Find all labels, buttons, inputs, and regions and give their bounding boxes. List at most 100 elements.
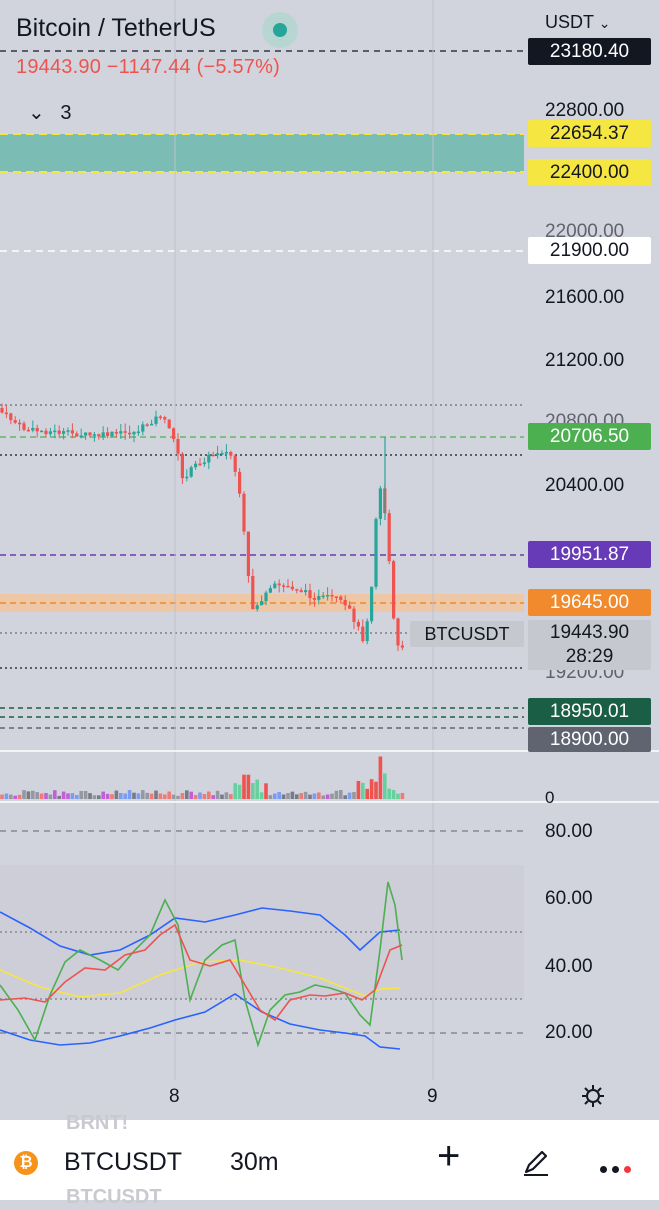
price-label-18950: 18950.01 xyxy=(528,698,651,725)
plus-icon[interactable]: + xyxy=(437,1134,461,1178)
candle-body xyxy=(273,583,277,589)
volume-bar xyxy=(176,795,180,799)
time-tick-8: 8 xyxy=(169,1086,180,1107)
candle-body xyxy=(246,531,250,577)
candle-body xyxy=(251,576,255,610)
volume-bar xyxy=(132,792,136,799)
candle-body xyxy=(229,451,233,456)
pen-icon[interactable] xyxy=(520,1146,552,1183)
candle-body xyxy=(286,585,290,588)
candle-body xyxy=(277,583,281,586)
candle-body xyxy=(185,476,189,479)
volume-bar xyxy=(136,793,141,799)
candle-body xyxy=(334,596,338,598)
candle-body xyxy=(194,463,198,468)
candle-body xyxy=(132,431,136,435)
candle-body xyxy=(304,590,308,593)
candle-body xyxy=(352,608,356,623)
volume-bar xyxy=(365,788,369,799)
volume-bar xyxy=(53,790,57,799)
volume-bar xyxy=(44,793,48,799)
volume-bar xyxy=(207,791,211,799)
candle-body xyxy=(114,431,118,434)
more-icon[interactable] xyxy=(600,1160,636,1178)
volume-bar xyxy=(295,794,299,799)
volume-bar xyxy=(114,790,119,799)
volume-bar xyxy=(299,793,303,799)
currency-selector[interactable]: USDT ⌄ xyxy=(545,12,610,33)
volume-bar xyxy=(101,791,105,799)
volume-bar xyxy=(70,793,75,799)
candle-body xyxy=(233,455,237,472)
volume-bar xyxy=(167,791,171,799)
candle-body xyxy=(4,412,8,415)
volume-bar xyxy=(215,790,220,799)
symbol-list-prev[interactable]: BRNT! xyxy=(66,1112,129,1134)
price-label-19951: 19951.87 xyxy=(528,541,651,568)
market-status-icon[interactable] xyxy=(262,12,298,48)
volume-bar xyxy=(400,792,405,799)
candle-body xyxy=(167,419,171,429)
candle-body xyxy=(84,432,88,436)
candle-body xyxy=(339,596,343,600)
volume-bar xyxy=(242,774,246,799)
volume-bar xyxy=(198,792,202,799)
volume-bar xyxy=(233,783,237,799)
osc-signal-yellow-line xyxy=(0,959,401,998)
candle-body xyxy=(321,595,325,598)
bitcoin-icon: ₿ xyxy=(14,1151,38,1175)
volume-bar xyxy=(149,793,154,799)
symbol-selector[interactable]: BTCUSDT xyxy=(64,1148,183,1176)
symbol-list-next[interactable]: BTCUSDT xyxy=(66,1186,162,1208)
candle-body xyxy=(400,645,404,648)
candle-body xyxy=(238,471,242,494)
volume-bar xyxy=(224,792,229,799)
volume-bar xyxy=(105,793,110,799)
osc-rsi-red-line xyxy=(0,923,403,1022)
volume-bar xyxy=(145,792,149,799)
indicators-toggle[interactable]: ⌄ 3 xyxy=(28,100,71,125)
volume-bar xyxy=(88,793,92,799)
volume-bar xyxy=(396,793,400,799)
candle-body xyxy=(145,424,149,426)
candle-body xyxy=(53,430,57,433)
volume-series xyxy=(0,756,405,799)
volume-bar xyxy=(220,794,224,799)
volume-bar xyxy=(141,790,145,799)
volume-bar xyxy=(171,794,176,799)
candle-body xyxy=(268,588,272,593)
volume-bar xyxy=(317,792,321,799)
osc-tick-80: 80.00 xyxy=(545,821,593,842)
volume-bar xyxy=(391,790,396,799)
candle-body xyxy=(172,428,176,440)
candle-body xyxy=(180,453,184,479)
candle-body xyxy=(308,590,312,598)
symbol-title[interactable]: Bitcoin / TetherUS xyxy=(16,14,216,42)
volume-bar xyxy=(193,795,198,799)
price-label-21900: 21900.00 xyxy=(528,237,651,264)
volume-bar xyxy=(13,795,17,799)
price-tick: 22800.00 xyxy=(545,100,625,121)
candlestick-series xyxy=(0,403,404,651)
volume-bar xyxy=(4,793,9,799)
volume-bar xyxy=(352,792,356,799)
settings-icon[interactable] xyxy=(580,1083,606,1114)
candle-body xyxy=(356,622,360,627)
symbol-price-tag: BTCUSDT xyxy=(410,621,524,647)
candle-body xyxy=(26,429,30,432)
last-price-value: 19443.90 xyxy=(549,622,630,643)
candle-body xyxy=(370,586,374,622)
volume-bar xyxy=(48,794,53,799)
candle-body xyxy=(330,595,334,597)
candle-body xyxy=(163,417,167,420)
volume-bar xyxy=(268,795,273,799)
volume-bar xyxy=(79,791,83,799)
volume-bar xyxy=(277,791,281,799)
candle-body xyxy=(198,463,202,466)
volume-bar xyxy=(339,790,343,799)
candle-body xyxy=(348,605,352,609)
volume-bar xyxy=(251,783,255,799)
osc-lower-band-line xyxy=(0,993,401,1050)
interval-selector[interactable]: 30m xyxy=(230,1148,279,1176)
